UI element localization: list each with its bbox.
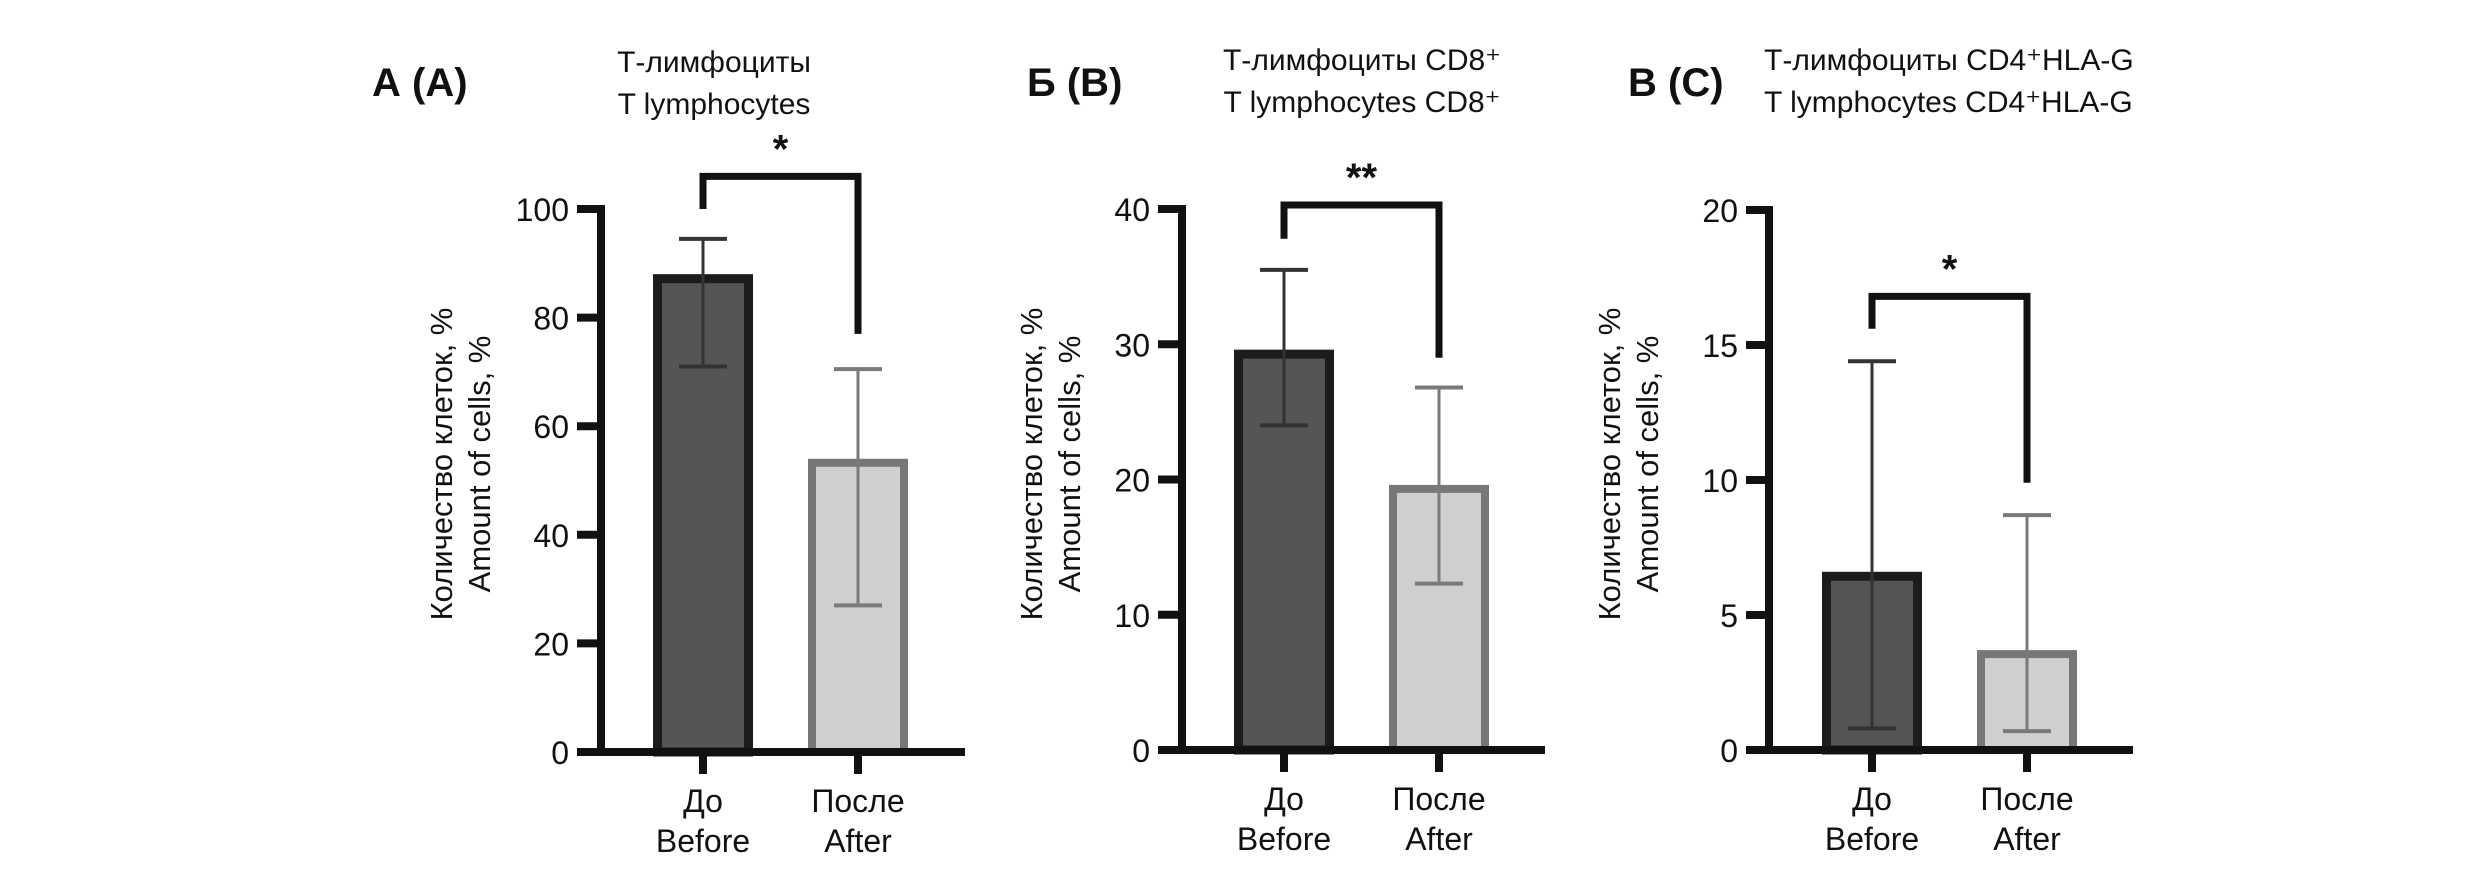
y-tick-label: 15 xyxy=(1702,328,1738,364)
panel-title-ru: Т-лимфоциты CD8⁺ xyxy=(1223,44,1501,77)
y-tick-label: 0 xyxy=(1132,733,1150,769)
y-tick-label: 0 xyxy=(551,735,569,771)
panel-letter: Б (B) xyxy=(1027,61,1122,105)
panel-title-ru: Т-лимфоциты xyxy=(617,46,811,79)
y-tick-label: 40 xyxy=(1114,192,1150,228)
y-tick-label: 20 xyxy=(1702,193,1738,229)
plot-area: 0 10 20 30 40 До Before После After ** xyxy=(1114,156,1545,857)
y-axis-label-en: Amount of cells, % xyxy=(1052,336,1087,593)
significance-bracket xyxy=(1280,201,1443,358)
x-tick-label-ru: После xyxy=(1392,781,1485,817)
x-tick-label-en: Before xyxy=(1825,821,1919,857)
y-axis-label-ru: Количество клеток, % xyxy=(424,308,459,621)
y-axis-label-en: Amount of cells, % xyxy=(1630,336,1665,593)
y-tick-label: 80 xyxy=(533,301,569,337)
y-tick-label: 0 xyxy=(1720,733,1738,769)
y-axis-label-en: Amount of cells, % xyxy=(462,336,497,593)
panel-title-en: T lymphocytes xyxy=(618,88,811,121)
x-tick-label-ru: До xyxy=(1264,781,1304,817)
significance-label: * xyxy=(1942,247,1958,291)
panel-title-en: T lymphocytes CD8⁺ xyxy=(1223,86,1500,119)
panel-a: А (A) Т-лимфоциты T lymphocytes Количест… xyxy=(372,46,965,859)
y-tick-label: 100 xyxy=(516,192,569,228)
significance-label: * xyxy=(773,127,789,171)
y-tick-label: 10 xyxy=(1702,463,1738,499)
x-tick-label-en: After xyxy=(824,823,892,859)
panel-letter: В (C) xyxy=(1628,61,1724,105)
plot-area: 0 20 40 60 80 100 До Before После After * xyxy=(516,127,965,859)
y-axis-label-ru: Количество клеток, % xyxy=(1014,308,1049,621)
panel-b: Б (B) Т-лимфоциты CD8⁺ T lymphocytes CD8… xyxy=(1014,44,1545,857)
x-tick-label-en: After xyxy=(1993,821,2061,857)
y-tick-label: 10 xyxy=(1114,598,1150,634)
significance-bracket xyxy=(699,172,862,334)
y-tick-label: 20 xyxy=(1114,463,1150,499)
x-tick-label-ru: После xyxy=(1980,781,2073,817)
x-tick-label-ru: До xyxy=(1852,781,1892,817)
x-tick-label-ru: После xyxy=(811,783,904,819)
y-tick-label: 5 xyxy=(1720,598,1738,634)
x-tick-label-en: Before xyxy=(1237,821,1331,857)
plot-area: 0 5 10 15 20 До Before После After * xyxy=(1702,193,2133,857)
panel-c: В (C) Т-лимфоциты CD4⁺HLA-G T lymphocyte… xyxy=(1592,44,2134,857)
panel-letter: А (A) xyxy=(372,61,468,105)
significance-label: ** xyxy=(1346,156,1378,200)
x-tick-label-en: Before xyxy=(656,823,750,859)
panel-title-en: T lymphocytes CD4⁺HLA-G xyxy=(1764,86,2133,119)
y-tick-label: 20 xyxy=(533,626,569,662)
y-axis-label-ru: Количество клеток, % xyxy=(1592,308,1627,621)
panel-title-ru: Т-лимфоциты CD4⁺HLA-G xyxy=(1764,44,2134,77)
y-tick-label: 30 xyxy=(1114,327,1150,363)
y-tick-label: 60 xyxy=(533,409,569,445)
x-tick-label-ru: До xyxy=(683,783,723,819)
significance-bracket xyxy=(1868,292,2031,483)
y-tick-label: 40 xyxy=(533,518,569,554)
x-tick-label-en: After xyxy=(1405,821,1473,857)
